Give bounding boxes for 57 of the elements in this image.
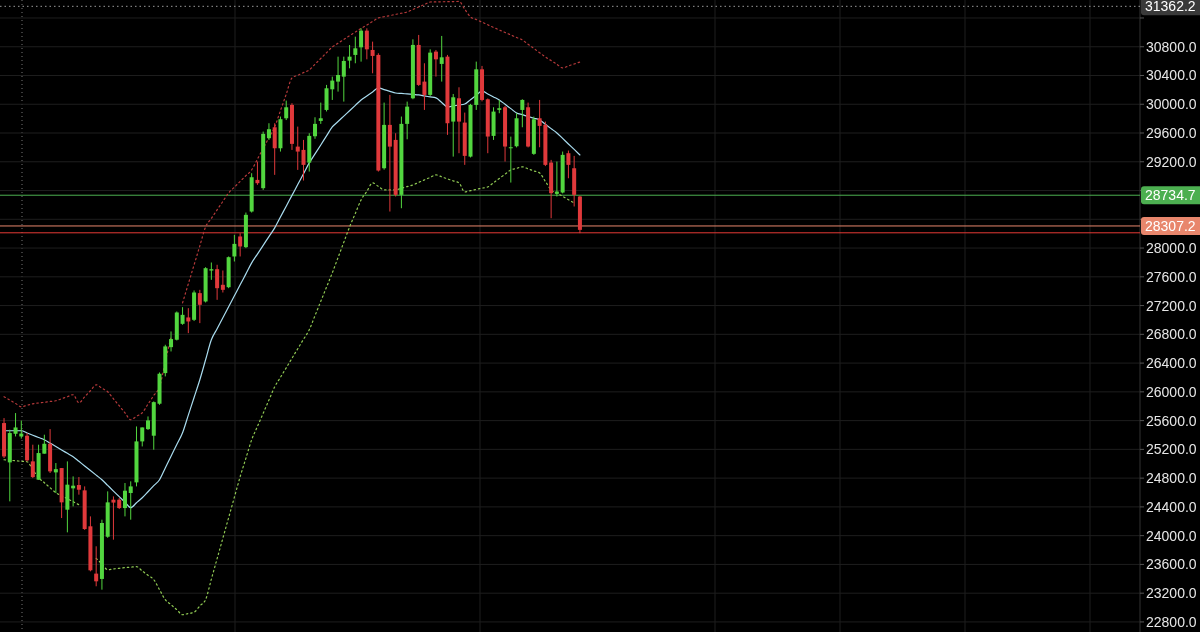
candlestick — [318, 102, 323, 125]
candlestick — [272, 122, 277, 176]
candlestick — [215, 264, 220, 301]
y-tick-label: 30400.0 — [1146, 67, 1197, 84]
y-tick-label: 23600.0 — [1146, 556, 1197, 573]
candlestick — [387, 94, 392, 213]
candlestick — [140, 426, 145, 447]
y-tick-label: 29200.0 — [1146, 153, 1197, 170]
candlestick — [336, 56, 341, 93]
candlestick — [186, 307, 191, 334]
candlestick — [405, 101, 410, 140]
candlestick — [520, 98, 525, 128]
y-tick-label: 24000.0 — [1146, 527, 1197, 544]
y-tick-label: 24400.0 — [1146, 498, 1197, 515]
candlestick — [364, 27, 369, 60]
y-tick-label: 26400.0 — [1146, 355, 1197, 372]
candlestick — [359, 27, 364, 63]
candlestick — [13, 412, 18, 437]
candlestick — [347, 44, 352, 69]
candlestick — [94, 545, 99, 587]
y-tick-label: 30000.0 — [1146, 96, 1197, 113]
ref-line-label: 28734.7 — [1145, 187, 1196, 204]
y-tick-label: 29600.0 — [1146, 125, 1197, 142]
y-tick-label: 23200.0 — [1146, 585, 1197, 602]
candlestick — [266, 122, 271, 141]
candlestick — [30, 444, 35, 479]
candlestick — [220, 269, 225, 293]
candlestick — [53, 462, 58, 494]
y-tick-label: 25200.0 — [1146, 441, 1197, 458]
candlestick — [128, 480, 133, 521]
y-tick-label: 30800.0 — [1146, 38, 1197, 55]
y-tick-label: 28000.0 — [1146, 240, 1197, 257]
candlestick — [111, 495, 116, 541]
y-tick-label: 24800.0 — [1146, 470, 1197, 487]
candlestick — [341, 56, 346, 103]
candlestick — [439, 35, 444, 83]
candlestick — [169, 330, 174, 352]
candlestick — [284, 100, 289, 121]
candlestick — [76, 476, 81, 496]
y-tick-label: 26800.0 — [1146, 326, 1197, 343]
y-tick-label: 25600.0 — [1146, 412, 1197, 429]
y-tick-label: 27200.0 — [1146, 297, 1197, 314]
y-tick-label: 27600.0 — [1146, 268, 1197, 285]
ref-line-label: 31362.2 — [1145, 0, 1196, 15]
candlestick — [255, 161, 260, 186]
candlestick — [232, 234, 237, 262]
ref-line-label: 28307.2 — [1145, 217, 1196, 234]
candlestick — [456, 86, 461, 154]
candlestick — [122, 482, 127, 517]
candlestick — [566, 150, 571, 179]
candlestick — [353, 36, 358, 64]
candlestick — [197, 289, 202, 324]
candlestick — [433, 49, 438, 78]
y-tick-label: 22800.0 — [1146, 613, 1197, 630]
candlestick — [313, 116, 318, 140]
y-tick-label: 26000.0 — [1146, 383, 1197, 400]
candlestick — [508, 136, 513, 184]
